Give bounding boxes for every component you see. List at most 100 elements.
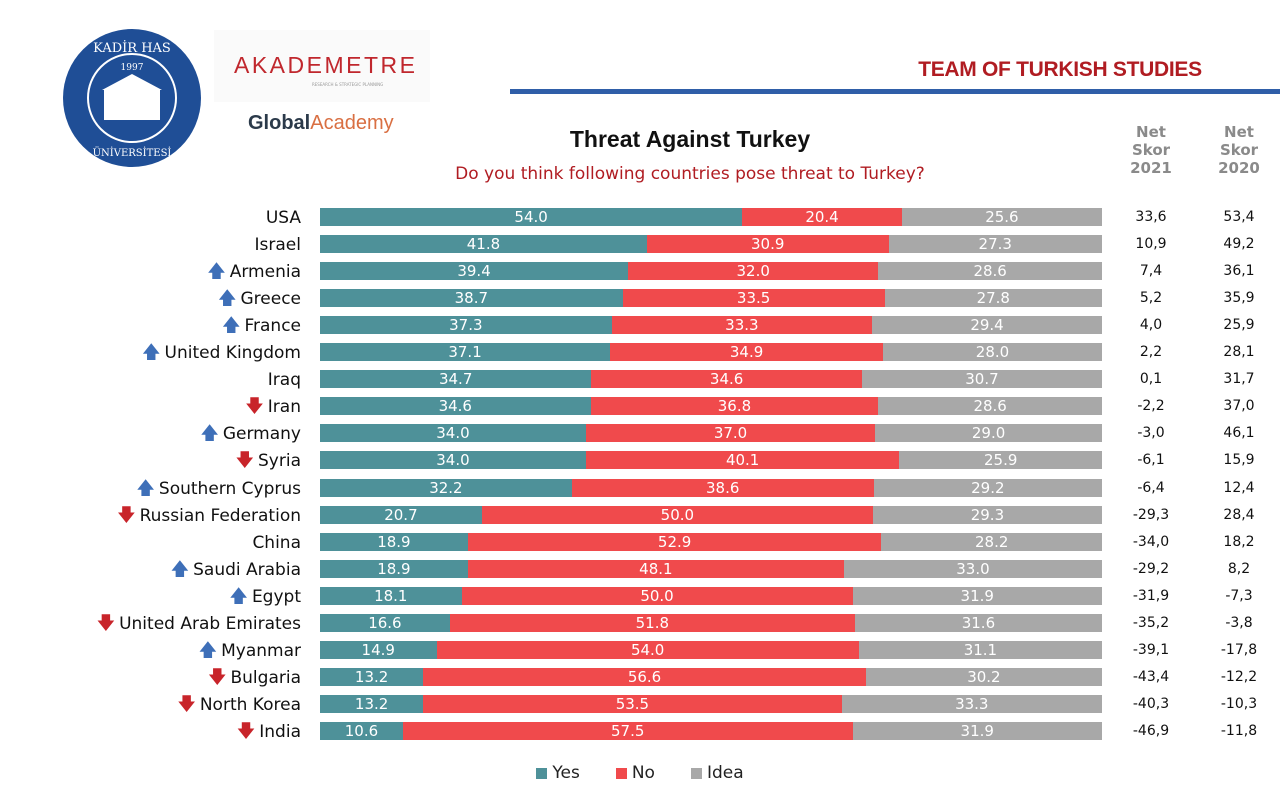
arrow-down-icon: 🡇 — [117, 504, 136, 526]
arrow-up-icon: 🡅 — [142, 342, 161, 364]
header-line: Skor — [1219, 141, 1259, 159]
table-row: 🡅 United Kingdom 37.1 34.9 28.0 2,2 28,1 — [0, 340, 1280, 367]
table-row: 🡇 India 10.6 57.5 31.9 -46,9 -11,8 — [0, 719, 1280, 746]
net-2020-value: 49,2 — [1223, 236, 1255, 253]
category-label: Israel — [255, 235, 301, 255]
bar-idea: 30.7 — [861, 370, 1102, 389]
category-text: United Arab Emirates — [119, 613, 301, 634]
legend: Yes No Idea — [0, 763, 1280, 783]
net-2020-value: -10,3 — [1220, 695, 1258, 712]
category-text: Iraq — [267, 370, 301, 391]
bar-yes: 54.0 — [320, 208, 743, 226]
bar-idea: 31.6 — [854, 613, 1102, 632]
bar-yes: 41.8 — [320, 235, 647, 254]
category-text: United Kingdom — [164, 343, 301, 364]
category-text: Egypt — [251, 586, 301, 607]
category-label: 🡇 Bulgaria — [208, 668, 301, 688]
table-row: 🡇 United Arab Emirates 16.6 51.8 31.6 -35,2 -3… — [0, 611, 1280, 638]
bar-yes: 16.6 — [320, 613, 450, 632]
arrow-down-icon: 🡇 — [177, 693, 196, 715]
arrow-up-icon: 🡅 — [229, 585, 248, 607]
arrow-up-icon: 🡅 — [217, 288, 237, 310]
bar-idea: 28.2 — [881, 532, 1102, 551]
bar-idea: 28.6 — [878, 262, 1102, 281]
legend-label: No — [631, 763, 655, 783]
bar-yes: 18.9 — [320, 559, 468, 578]
bar-no: 30.9 — [646, 235, 889, 254]
net-2021-value: -31,9 — [1132, 587, 1170, 604]
net-2021-value: -29,2 — [1132, 560, 1170, 577]
category-label: 🡅 Armenia — [207, 262, 301, 282]
header-line: Net — [1224, 123, 1254, 141]
bar-yes: 10.6 — [320, 721, 403, 740]
bar-idea: 29.3 — [872, 505, 1102, 524]
chart-title: Threat Against Turkey — [569, 126, 811, 152]
category-text: India — [259, 721, 301, 742]
net-2020-value: 35,9 — [1223, 290, 1255, 307]
bar-no: 56.6 — [423, 667, 866, 686]
table-row: Israel 41.8 30.9 27.3 10,9 49,2 — [0, 232, 1280, 259]
category-text: North Korea — [199, 694, 301, 715]
bar-yes: 13.2 — [320, 694, 424, 713]
bar-yes: 14.9 — [320, 640, 437, 659]
net-2021-value: -43,4 — [1132, 668, 1170, 685]
net-2021-value: 10,9 — [1135, 236, 1167, 253]
bar-idea: 29.4 — [872, 316, 1102, 335]
table-row: 🡇 North Korea 13.2 53.5 33.3 -40,3 -10,3 — [0, 692, 1280, 719]
org-title: TEAM OF TURKISH STUDIES — [918, 58, 1202, 81]
bar-no: 57.5 — [402, 721, 853, 740]
table-row: China 18.9 52.9 28.2 -34,0 18,2 — [0, 530, 1280, 557]
category-label: 🡇 Iran — [245, 397, 301, 417]
net-2021-value: 5,2 — [1139, 290, 1163, 307]
net-2021-value: 33,6 — [1135, 209, 1167, 225]
net-2020-value: 12,4 — [1223, 479, 1255, 496]
category-text: Saudi Arabia — [193, 559, 301, 580]
arrow-down-icon: 🡇 — [245, 396, 264, 418]
arrow-up-icon: 🡅 — [221, 315, 241, 337]
legend-swatch — [536, 767, 548, 779]
net-2020-value: 46,1 — [1223, 425, 1255, 442]
header-line: 2020 — [1218, 159, 1260, 177]
bar-idea: 31.9 — [852, 586, 1102, 605]
net-2020-value: -7,3 — [1225, 587, 1253, 604]
bar-no: 33.5 — [622, 289, 885, 308]
net-2021-value: -35,2 — [1132, 614, 1170, 631]
legend-idea: Idea — [690, 763, 744, 783]
table-row: Iraq 34.7 34.6 30.7 0,1 31,7 — [0, 367, 1280, 394]
bar-yes: 32.2 — [320, 478, 572, 497]
net-2021-value: -3,0 — [1137, 425, 1165, 442]
bar-yes: 38.7 — [320, 289, 623, 308]
header-line: Net — [1136, 123, 1166, 141]
net-2021-value: -39,1 — [1132, 641, 1170, 658]
net-2020-value: 18,2 — [1223, 533, 1255, 550]
bar-no: 32.0 — [628, 262, 879, 281]
bar-no: 50.0 — [481, 505, 873, 524]
bar-idea: 29.2 — [873, 478, 1102, 497]
net-2021-value: 4,0 — [1139, 317, 1163, 334]
bar-idea: 28.6 — [878, 397, 1102, 416]
net-2021-value: -40,3 — [1132, 695, 1170, 712]
arrow-up-icon: 🡅 — [198, 639, 218, 661]
table-row: 🡅 Egypt 18.1 50.0 31.9 -31,9 -7,3 — [0, 584, 1280, 611]
akademetre-text: AKADEMETRE — [234, 52, 418, 78]
bar-idea: 29.0 — [875, 424, 1102, 443]
table-row: 🡅 Germany 34.0 37.0 29.0 -3,0 46,1 — [0, 421, 1280, 448]
category-label: 🡅 United Kingdom — [142, 343, 301, 363]
net-2021-value: -46,9 — [1132, 722, 1170, 739]
akademetre-logo: AKADEMETRE RESEARCH & STRATEGIC PLANNING — [214, 30, 430, 102]
bar-no: 48.1 — [467, 559, 844, 578]
bar-no: 40.1 — [585, 451, 900, 470]
legend-label: Idea — [706, 763, 744, 783]
bar-idea: 31.9 — [852, 721, 1102, 740]
net-2021-value: -6,4 — [1137, 479, 1165, 496]
global-text: Global — [248, 112, 311, 134]
category-label: 🡅 Southern Cyprus — [136, 479, 301, 499]
category-label: China — [252, 533, 301, 553]
net-2021-value: 0,1 — [1139, 371, 1163, 388]
category-label: USA — [266, 208, 301, 228]
arrow-up-icon: 🡅 — [200, 423, 219, 445]
table-row: 🡅 Saudi Arabia 18.9 48.1 33.0 -29,2 8,2 — [0, 557, 1280, 584]
arrow-down-icon: 🡇 — [235, 450, 255, 472]
net-2021-value: 7,4 — [1139, 263, 1163, 280]
legend-swatch — [615, 767, 627, 779]
